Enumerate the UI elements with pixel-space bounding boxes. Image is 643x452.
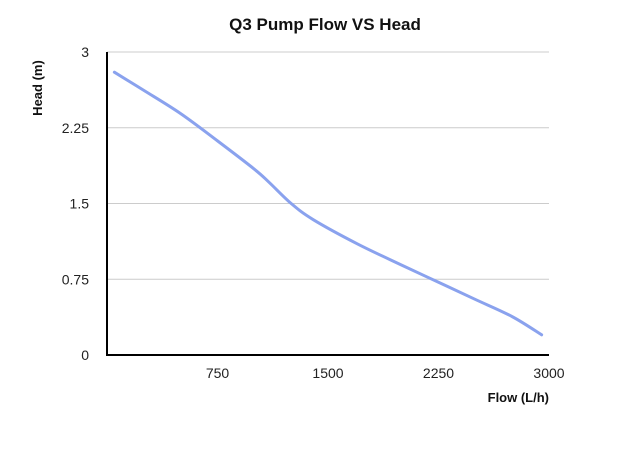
x-axis-label: Flow (L/h) [488, 390, 549, 405]
y-tick-label: 0 [81, 347, 89, 363]
x-tick-label: 3000 [533, 365, 564, 381]
x-tick-label: 1500 [312, 365, 343, 381]
axes [106, 52, 549, 356]
y-tick-label: 0.75 [62, 271, 89, 287]
y-axis-label: Head (m) [30, 60, 45, 116]
x-tick-labels: 750 1500 2250 3000 [206, 365, 565, 381]
series-layer [112, 70, 544, 337]
chart-title: Q3 Pump Flow VS Head [229, 15, 421, 34]
grid [107, 51, 549, 280]
series-line [112, 70, 544, 337]
y-tick-label: 3 [81, 44, 89, 60]
y-tick-label: 1.5 [70, 196, 90, 212]
y-tick-label: 2.25 [62, 120, 89, 136]
y-tick-labels: 0 0.75 1.5 2.25 3 [62, 44, 89, 363]
x-tick-label: 750 [206, 365, 230, 381]
x-tick-label: 2250 [423, 365, 454, 381]
